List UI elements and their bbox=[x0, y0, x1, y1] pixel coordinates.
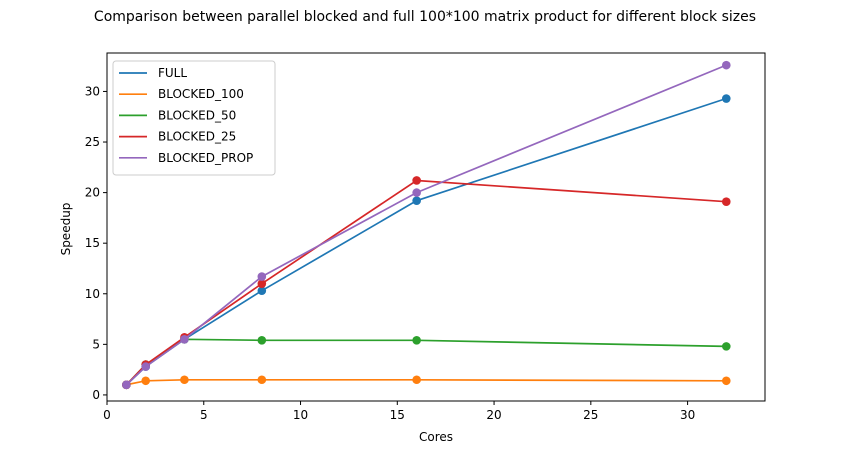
data-point bbox=[257, 272, 267, 281]
plot-frame bbox=[106, 52, 766, 402]
legend-item: BLOCKED_PROP bbox=[119, 151, 253, 165]
plot-marks bbox=[122, 60, 731, 390]
x-tick-label: 5 bbox=[200, 408, 208, 422]
legend-item: BLOCKED_50 bbox=[119, 108, 236, 122]
y-tick-label: 20 bbox=[85, 186, 100, 200]
legend: FULL BLOCKED_100 BLOCKED_50 BLOCKED_25 BLOCK… bbox=[112, 60, 276, 176]
data-point bbox=[412, 336, 421, 345]
y-tick-label: 10 bbox=[85, 287, 100, 301]
y-tick-label: 0 bbox=[92, 388, 100, 402]
data-point bbox=[257, 286, 267, 296]
legend-item: BLOCKED_25 bbox=[119, 130, 236, 144]
y-tick-label: 15 bbox=[85, 236, 100, 250]
x-tick-label: 15 bbox=[390, 408, 405, 422]
series-line bbox=[126, 378, 727, 386]
y-axis: 0 5 10 15 20 25 30 bbox=[85, 84, 107, 402]
x-tick-label: 30 bbox=[680, 408, 695, 422]
x-tick-label: 20 bbox=[486, 408, 501, 422]
legend-label: BLOCKED_100 bbox=[158, 87, 244, 101]
series-line bbox=[125, 179, 727, 386]
series-blocked-25 bbox=[122, 176, 731, 390]
data-point bbox=[721, 376, 731, 386]
data-point bbox=[141, 376, 151, 386]
chart-title: Comparison between parallel blocked and … bbox=[94, 9, 756, 25]
data-point bbox=[257, 279, 267, 288]
data-point bbox=[721, 197, 731, 207]
data-point bbox=[721, 94, 731, 103]
y-tick-label: 5 bbox=[92, 337, 100, 351]
data-point bbox=[257, 336, 267, 345]
data-point bbox=[412, 176, 421, 185]
y-tick-label: 30 bbox=[85, 84, 100, 98]
x-tick-label: 10 bbox=[293, 408, 308, 422]
data-point bbox=[412, 375, 421, 385]
data-point bbox=[721, 342, 731, 351]
data-point bbox=[412, 196, 421, 205]
data-point bbox=[141, 362, 151, 371]
x-tick-label: 25 bbox=[583, 408, 598, 422]
data-point bbox=[180, 334, 189, 344]
series-line bbox=[125, 338, 727, 386]
series-blocked-prop bbox=[122, 60, 731, 390]
x-tick-label: 0 bbox=[103, 408, 111, 422]
data-point bbox=[412, 188, 421, 197]
series-line bbox=[125, 64, 727, 386]
x-axis: 0 5 10 15 20 25 30 bbox=[103, 401, 695, 422]
y-tick-label: 25 bbox=[85, 135, 100, 149]
legend-label: BLOCKED_50 bbox=[158, 108, 236, 122]
legend-label: BLOCKED_25 bbox=[158, 130, 236, 144]
data-point bbox=[721, 60, 731, 70]
legend-label: BLOCKED_PROP bbox=[158, 151, 253, 165]
x-axis-label: Cores bbox=[419, 430, 453, 444]
legend-box bbox=[112, 60, 276, 176]
data-point bbox=[122, 380, 131, 390]
data-point bbox=[180, 375, 189, 385]
legend-item: BLOCKED_100 bbox=[119, 87, 244, 101]
y-axis-label: Speedup bbox=[59, 203, 73, 256]
legend-label: FULL bbox=[158, 66, 187, 80]
legend-item: FULL bbox=[119, 66, 187, 80]
data-point bbox=[257, 375, 267, 385]
series-blocked-100 bbox=[122, 375, 731, 390]
